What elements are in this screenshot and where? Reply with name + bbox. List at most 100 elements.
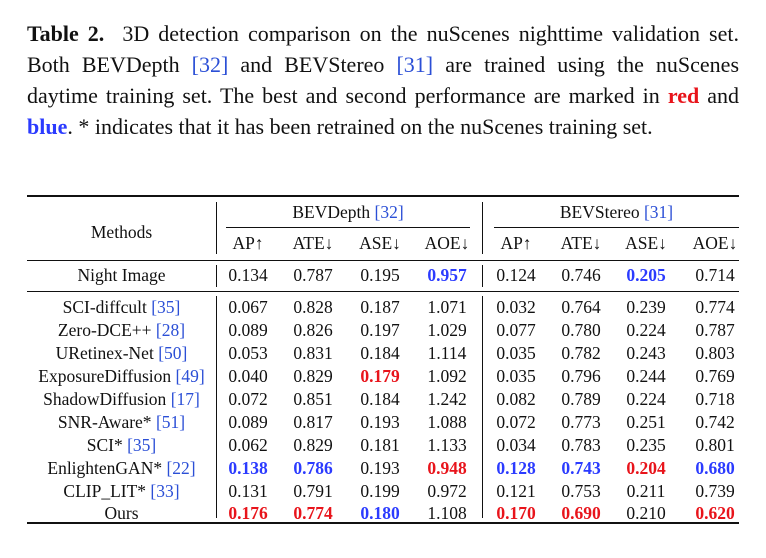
table-cell: 0.791 [293,481,333,501]
vsep-groups-night [482,265,483,287]
method-row-label: CLIP_LIT* [33] [27,481,216,502]
table-cell: 0.235 [626,435,666,455]
caption-red-word: red [667,83,700,108]
table-cell: 0.224 [626,320,666,340]
table-cell: 0.062 [228,435,268,455]
group2-ref[interactable]: [31] [643,202,674,222]
table-cell: 1.092 [427,366,467,386]
table-cell: 0.780 [561,320,601,340]
methods-header-text: Methods [90,222,153,242]
table-cell: 0.138 [228,458,268,478]
caption-label: Table 2. [27,21,105,46]
night-value-7: 0.714 [695,265,735,285]
method-row-label: Zero-DCE++ [28] [27,320,216,341]
table-cell: 0.828 [293,297,333,317]
group-header-bevdepth: BEVDepth [32] [226,202,470,223]
table-bottom-rule [27,522,739,524]
caption-ref-bevstereo[interactable]: [31] [396,52,434,77]
table-cell: 0.176 [228,503,268,523]
method-ref[interactable]: [17] [170,389,200,409]
night-value-1: 0.787 [293,265,333,285]
method-row-label: SNR-Aware* [51] [27,412,216,433]
caption-text-2: and BEVStereo [240,52,385,77]
methods-header: Methods [27,222,216,243]
group1-name: BEVDepth [292,202,371,222]
caption-text-4: . * indicates that it has been retrained… [67,114,653,139]
group2-underline [494,227,739,228]
method-name: CLIP_LIT* [63,481,147,501]
table-cell: 0.829 [293,366,333,386]
table-cell: 0.782 [561,343,601,363]
method-row-label: Ours [27,503,216,524]
table-cell: 0.786 [293,458,333,478]
table-cell: 0.187 [360,297,400,317]
table-cell: 0.199 [360,481,400,501]
method-name: Night Image [77,265,166,285]
table-cell: 0.184 [360,343,400,363]
table-cell: 0.179 [360,366,400,386]
table-cell: 0.131 [228,481,268,501]
method-name: Zero-DCE++ [57,320,152,340]
metric-header-0: AP↑ [232,233,264,253]
table-cell: 0.053 [228,343,268,363]
vsep-groups-body [482,296,483,518]
method-name: ShadowDiffusion [43,389,167,409]
method-ref[interactable]: [35] [151,297,181,317]
table-cell: 0.826 [293,320,333,340]
table-cell: 0.204 [626,458,666,478]
group1-ref[interactable]: [32] [374,202,404,222]
caption-ref-bevdepth[interactable]: [32] [191,52,229,77]
table-cell: 0.089 [228,412,268,432]
method-name: EnlightenGAN* [47,458,163,478]
table-cell: 0.764 [561,297,601,317]
header-bottom-rule [27,260,739,261]
table-cell: 0.072 [228,389,268,409]
group1-underline [226,227,470,228]
method-ref[interactable]: [51] [155,412,186,432]
table-cell: 0.210 [626,503,666,523]
table-cell: 0.774 [695,297,735,317]
vsep-methods-night [216,265,217,287]
method-ref[interactable]: [50] [158,343,188,363]
table-cell: 0.787 [695,320,735,340]
table-cell: 1.108 [427,503,467,523]
metric-header-3: AOE↓ [424,233,470,253]
table-cell: 0.753 [561,481,601,501]
metric-header-5: ATE↓ [560,233,602,253]
table-cell: 0.072 [496,412,536,432]
night-image-row-label: Night Image [27,265,216,286]
method-ref[interactable]: [22] [166,458,196,478]
table-cell: 0.193 [360,412,400,432]
table-cell: 0.851 [293,389,333,409]
table-cell: 0.211 [626,481,666,501]
method-ref[interactable]: [35] [127,435,157,455]
table-cell: 0.224 [626,389,666,409]
table-cell: 0.193 [360,458,400,478]
table-cell: 0.032 [496,297,536,317]
method-row-label: SCI-diffcult [35] [27,297,216,318]
table-cell: 0.773 [561,412,601,432]
table-cell: 0.831 [293,343,333,363]
vsep-methods-body [216,296,217,518]
table-cell: 0.620 [695,503,735,523]
metric-header-7: AOE↓ [692,233,738,253]
table-cell: 0.783 [561,435,601,455]
table-cell: 0.180 [360,503,400,523]
night-value-0: 0.134 [228,265,268,285]
table-cell: 0.739 [695,481,735,501]
table-cell: 0.040 [228,366,268,386]
group2-name: BEVStereo [559,202,640,222]
table-cell: 0.181 [360,435,400,455]
vsep-methods-header [216,202,217,254]
method-ref[interactable]: [33] [150,481,180,501]
table-cell: 1.133 [427,435,467,455]
method-ref[interactable]: [28] [155,320,186,340]
method-ref[interactable]: [49] [175,366,205,386]
table-cell: 0.690 [561,503,601,523]
table-cell: 0.680 [695,458,735,478]
table-cell: 0.035 [496,343,536,363]
table-cell: 1.114 [427,343,467,363]
caption-text-1: 3D detection comparison on the nuScenes … [27,21,739,77]
table-cell: 1.088 [427,412,467,432]
night-value-6: 0.205 [626,265,666,285]
